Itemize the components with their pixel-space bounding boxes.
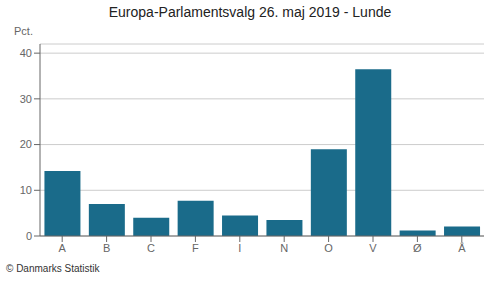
svg-text:30: 30 [20, 93, 32, 105]
svg-text:F: F [192, 242, 199, 254]
svg-text:N: N [280, 242, 288, 254]
svg-text:10: 10 [20, 184, 32, 196]
svg-text:I: I [238, 242, 241, 254]
svg-text:Ø: Ø [413, 242, 422, 254]
svg-text:40: 40 [20, 47, 32, 59]
html-text:Pct.: Pct. [14, 25, 33, 37]
html-text:Europa-Parlamentsvalg 26. maj: Europa-Parlamentsvalg 26. maj 2019 - Lun… [108, 4, 392, 20]
svg-text:O: O [324, 242, 333, 254]
svg-text:B: B [103, 242, 110, 254]
svg-text:C: C [147, 242, 155, 254]
svg-text:A: A [59, 242, 67, 254]
svg-text:0: 0 [26, 230, 32, 242]
svg-text:V: V [369, 242, 377, 254]
html-text:© Danmarks Statistik: © Danmarks Statistik [6, 263, 100, 274]
svg-text:Å: Å [458, 242, 466, 254]
svg-text:20: 20 [20, 138, 32, 150]
